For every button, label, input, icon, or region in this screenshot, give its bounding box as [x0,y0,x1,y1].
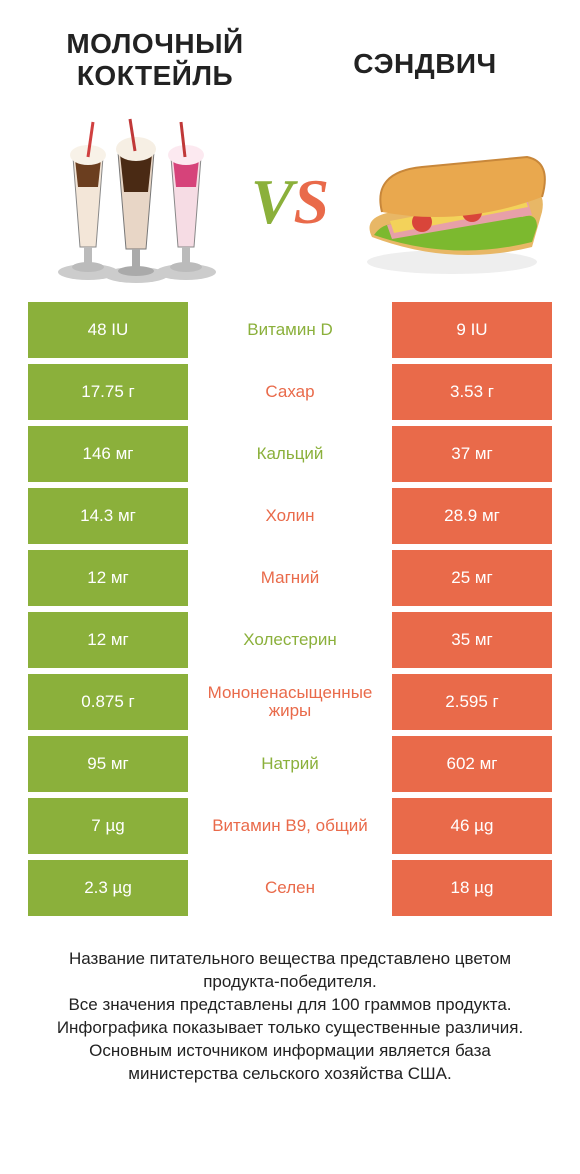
cell-left: 95 мг [28,736,188,792]
images-row: VS [0,102,580,302]
table-row: 2.3 µgСелен18 µg [28,860,552,916]
vs-v: V [251,166,294,237]
cell-label: Натрий [188,736,392,792]
table-row: 14.3 мгХолин28.9 мг [28,488,552,544]
milkshake-image [28,117,228,287]
footer-line: Инфографика показывает только существенн… [34,1017,546,1040]
cell-right: 25 мг [392,550,552,606]
table-row: 146 мгКальций37 мг [28,426,552,482]
footer-line: Все значения представлены для 100 граммо… [34,994,546,1017]
cell-right: 2.595 г [392,674,552,730]
footer-line: Основным источником информации является … [34,1040,546,1086]
cell-label: Витамин D [188,302,392,358]
cell-label: Холин [188,488,392,544]
cell-left: 14.3 мг [28,488,188,544]
table-row: 95 мгНатрий602 мг [28,736,552,792]
cell-label: Селен [188,860,392,916]
cell-right: 28.9 мг [392,488,552,544]
table-row: 17.75 гСахар3.53 г [28,364,552,420]
cell-left: 2.3 µg [28,860,188,916]
table-row: 12 мгМагний25 мг [28,550,552,606]
cell-left: 7 µg [28,798,188,854]
table-row: 0.875 гМононенасыщенные жиры2.595 г [28,674,552,730]
table-row: 12 мгХолестерин35 мг [28,612,552,668]
header: МОЛОЧНЫЙ КОКТЕЙЛЬ СЭНДВИЧ [0,0,580,102]
cell-label: Кальций [188,426,392,482]
cell-right: 9 IU [392,302,552,358]
cell-right: 35 мг [392,612,552,668]
cell-right: 602 мг [392,736,552,792]
table-row: 7 µgВитамин B9, общий46 µg [28,798,552,854]
cell-left: 0.875 г [28,674,188,730]
cell-right: 18 µg [392,860,552,916]
cell-right: 3.53 г [392,364,552,420]
cell-left: 12 мг [28,612,188,668]
sandwich-image [352,117,552,287]
cell-left: 48 IU [28,302,188,358]
table-row: 48 IUВитамин D9 IU [28,302,552,358]
cell-label: Сахар [188,364,392,420]
cell-label: Мононенасыщенные жиры [188,674,392,730]
vs-s: S [294,166,330,237]
comparison-table: 48 IUВитамин D9 IU 17.75 гСахар3.53 г 146 … [0,302,580,916]
cell-label: Витамин B9, общий [188,798,392,854]
footer-notes: Название питательного вещества представл… [0,922,580,1086]
cell-left: 12 мг [28,550,188,606]
cell-label: Холестерин [188,612,392,668]
cell-left: 17.75 г [28,364,188,420]
cell-right: 37 мг [392,426,552,482]
vs-label: VS [251,165,329,239]
cell-label: Магний [188,550,392,606]
footer-line: Название питательного вещества представл… [34,948,546,994]
cell-left: 146 мг [28,426,188,482]
title-left: МОЛОЧНЫЙ КОКТЕЙЛЬ [40,28,270,92]
cell-right: 46 µg [392,798,552,854]
title-right: СЭНДВИЧ [310,28,540,80]
